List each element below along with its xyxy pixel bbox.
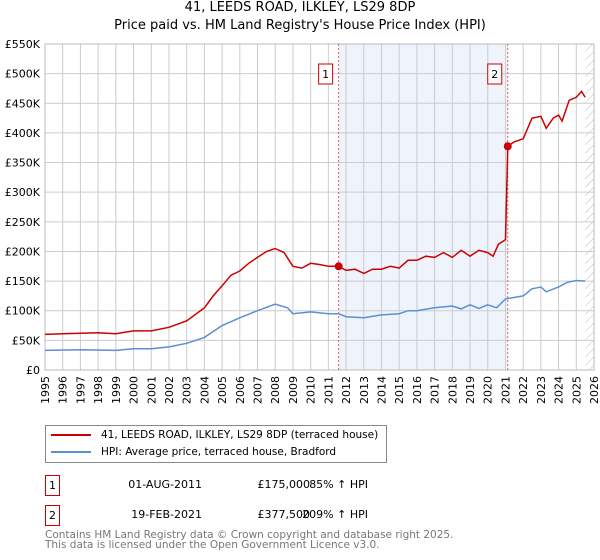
x-tick-label: 2010 <box>305 376 318 404</box>
x-tick-label: 2003 <box>181 376 194 404</box>
y-tick-label: £150K <box>5 275 41 288</box>
legend-label: HPI: Average price, terraced house, Brad… <box>101 446 337 458</box>
sale-price: £377,500 <box>257 508 311 521</box>
x-tick-label: 2026 <box>588 376 600 404</box>
x-tick-label: 2017 <box>429 376 442 404</box>
sale-row: 2 19-FEB-2021 £377,500 209% ↑ HPI <box>45 505 445 526</box>
sale-label-box <box>487 63 503 85</box>
legend-swatch <box>51 434 91 436</box>
sale-price: £175,000 <box>257 478 311 491</box>
x-tick-label: 2009 <box>287 376 300 404</box>
footer: Contains HM Land Registry data © Crown c… <box>45 529 454 551</box>
y-tick-label: £100K <box>5 305 41 318</box>
x-tick-label: 1996 <box>57 376 70 404</box>
sale-label: 2 <box>491 68 498 81</box>
x-tick-label: 2005 <box>216 376 229 404</box>
x-tick-label: 2006 <box>234 376 247 404</box>
x-tick-label: 1999 <box>110 376 123 404</box>
x-tick-label: 2012 <box>340 376 353 404</box>
x-tick-label: 2023 <box>535 376 548 404</box>
sale-point <box>334 262 343 271</box>
sale-hpi: 209% ↑ HPI <box>302 508 368 521</box>
x-tick-label: 2000 <box>128 376 141 404</box>
legend-item-property: 41, LEEDS ROAD, ILKLEY, LS29 8DP (terrac… <box>51 429 378 441</box>
sale-point <box>503 142 512 151</box>
x-tick-label: 2004 <box>198 376 211 404</box>
sale-label-box <box>318 63 334 85</box>
forecast-hatch <box>585 44 594 370</box>
x-tick-label: 2021 <box>499 376 512 404</box>
chart-subtitle: Price paid vs. HM Land Registry's House … <box>114 18 486 33</box>
y-tick-label: £450K <box>5 97 41 110</box>
x-tick-label: 2015 <box>393 376 406 404</box>
sale-marker: 1 <box>45 475 60 496</box>
sale-date: 19-FEB-2021 <box>131 508 202 521</box>
footer-copyright: Contains HM Land Registry data © Crown c… <box>45 529 454 541</box>
x-tick-label: 2008 <box>269 376 282 404</box>
legend-item-hpi: HPI: Average price, terraced house, Brad… <box>51 446 336 458</box>
x-tick-label: 2016 <box>411 376 424 404</box>
x-tick-label: 2022 <box>517 376 530 404</box>
x-tick-label: 2002 <box>163 376 176 404</box>
sale-label: 1 <box>322 68 329 81</box>
x-tick-label: 1995 <box>39 376 52 404</box>
x-tick-label: 2011 <box>322 376 335 404</box>
sale-row: 1 01-AUG-2011 £175,000 85% ↑ HPI <box>45 475 445 496</box>
hpi-line <box>44 279 586 352</box>
x-tick-label: 1997 <box>74 376 87 404</box>
x-tick-label: 2024 <box>553 376 566 404</box>
x-tick-label: 2014 <box>375 376 388 404</box>
y-tick-label: £350K <box>5 157 41 170</box>
chart-title: 41, LEEDS ROAD, ILKLEY, LS29 8DP <box>184 0 416 15</box>
y-tick-label: £50K <box>12 334 41 347</box>
y-tick-label: £0 <box>26 364 40 377</box>
sale-period-shading <box>338 44 508 370</box>
chart-plot: 1 2 1995 1996 1997 1998 1999 2000 2001 2002 2003 20… <box>5 38 600 404</box>
x-tick-label: 2001 <box>145 376 158 404</box>
y-tick-label: £400K <box>5 127 41 140</box>
x-tick-label: 2013 <box>358 376 371 404</box>
sale-hpi: 85% ↑ HPI <box>309 478 368 491</box>
sale-marker: 2 <box>45 505 60 526</box>
x-tick-label: 2019 <box>464 376 477 404</box>
property-price-line <box>44 90 586 336</box>
legend-swatch <box>51 451 91 453</box>
x-tick-label: 2007 <box>252 376 265 404</box>
x-tick-label: 2020 <box>482 376 495 404</box>
plot-frame <box>44 43 595 371</box>
y-tick-label: £200K <box>5 245 41 258</box>
x-tick-label: 2025 <box>570 376 583 404</box>
x-tick-label: 2018 <box>446 376 459 404</box>
footer-licence: This data is licensed under the Open Gov… <box>45 539 380 551</box>
y-tick-label: £300K <box>5 186 41 199</box>
x-tick-label: 1998 <box>92 376 105 404</box>
y-tick-label: £250K <box>5 216 41 229</box>
legend: 41, LEEDS ROAD, ILKLEY, LS29 8DP (terrac… <box>45 425 387 463</box>
legend-label: 41, LEEDS ROAD, ILKLEY, LS29 8DP (terrac… <box>101 429 379 441</box>
sale-date: 01-AUG-2011 <box>128 478 202 491</box>
y-tick-label: £550K <box>5 38 41 51</box>
y-tick-label: £500K <box>5 68 41 81</box>
